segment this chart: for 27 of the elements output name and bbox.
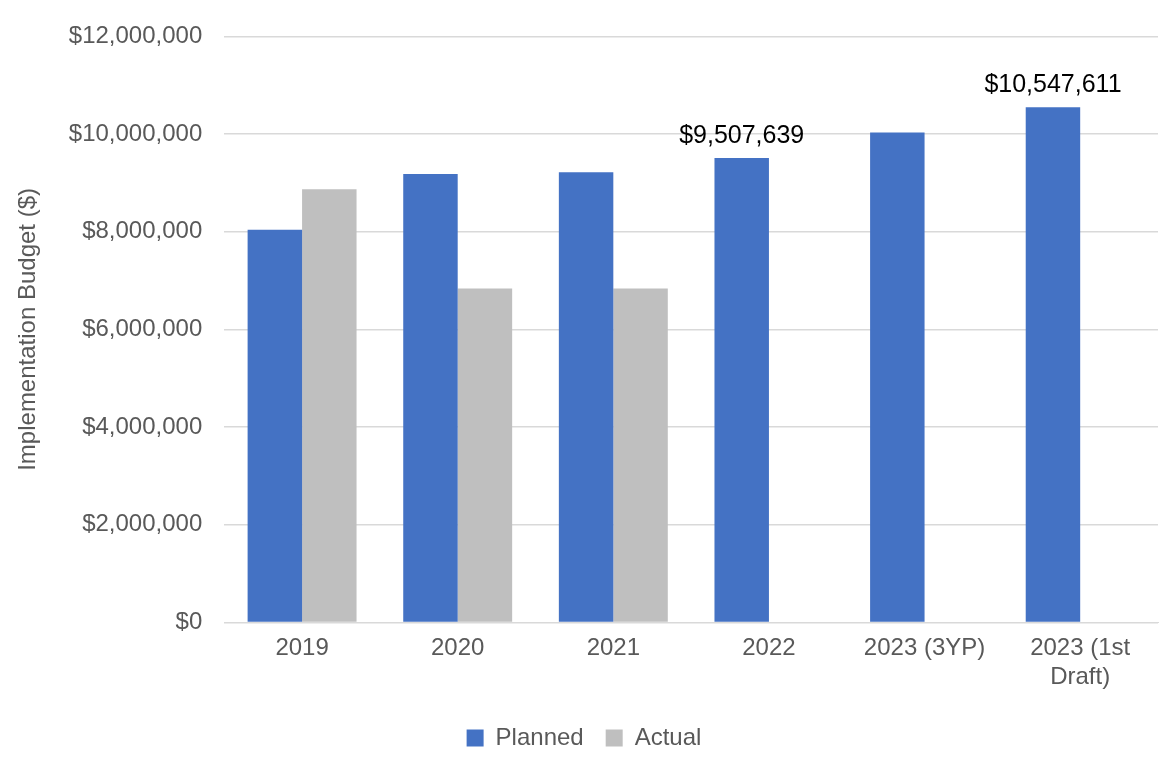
bar: [870, 132, 925, 622]
y-tick-label: $12,000,000: [68, 21, 203, 49]
y-tick-label: $2,000,000: [82, 509, 203, 537]
bar: [403, 174, 458, 622]
bar: [558, 172, 614, 622]
bar: [1025, 107, 1081, 622]
y-tick-label: $6,000,000: [82, 314, 203, 342]
y-tick-label: $0: [175, 607, 203, 635]
bar: [457, 288, 513, 622]
y-axis-title: Implementation Budget ($): [13, 187, 41, 471]
bar: [613, 288, 668, 622]
x-tick-label: 2021: [586, 633, 641, 661]
x-tick-label: 2023 (1st Draft): [1030, 633, 1131, 690]
y-tick-label: $4,000,000: [82, 411, 203, 439]
x-tick-label: 2020: [431, 633, 485, 661]
x-tick-label: 2019: [275, 633, 329, 661]
legend-label: Actual: [634, 722, 702, 750]
x-tick-label: 2023 (3YP): [863, 633, 986, 661]
y-tick-label: $8,000,000: [82, 216, 203, 244]
bar: [714, 158, 769, 622]
legend-label: Planned: [495, 722, 584, 750]
data-label: $9,507,639: [679, 119, 805, 148]
x-tick-label: 2022: [742, 633, 796, 661]
data-label: $10,547,611: [984, 68, 1122, 97]
bar: [247, 229, 303, 622]
bar: [302, 189, 357, 622]
y-tick-label: $10,000,000: [68, 118, 203, 146]
